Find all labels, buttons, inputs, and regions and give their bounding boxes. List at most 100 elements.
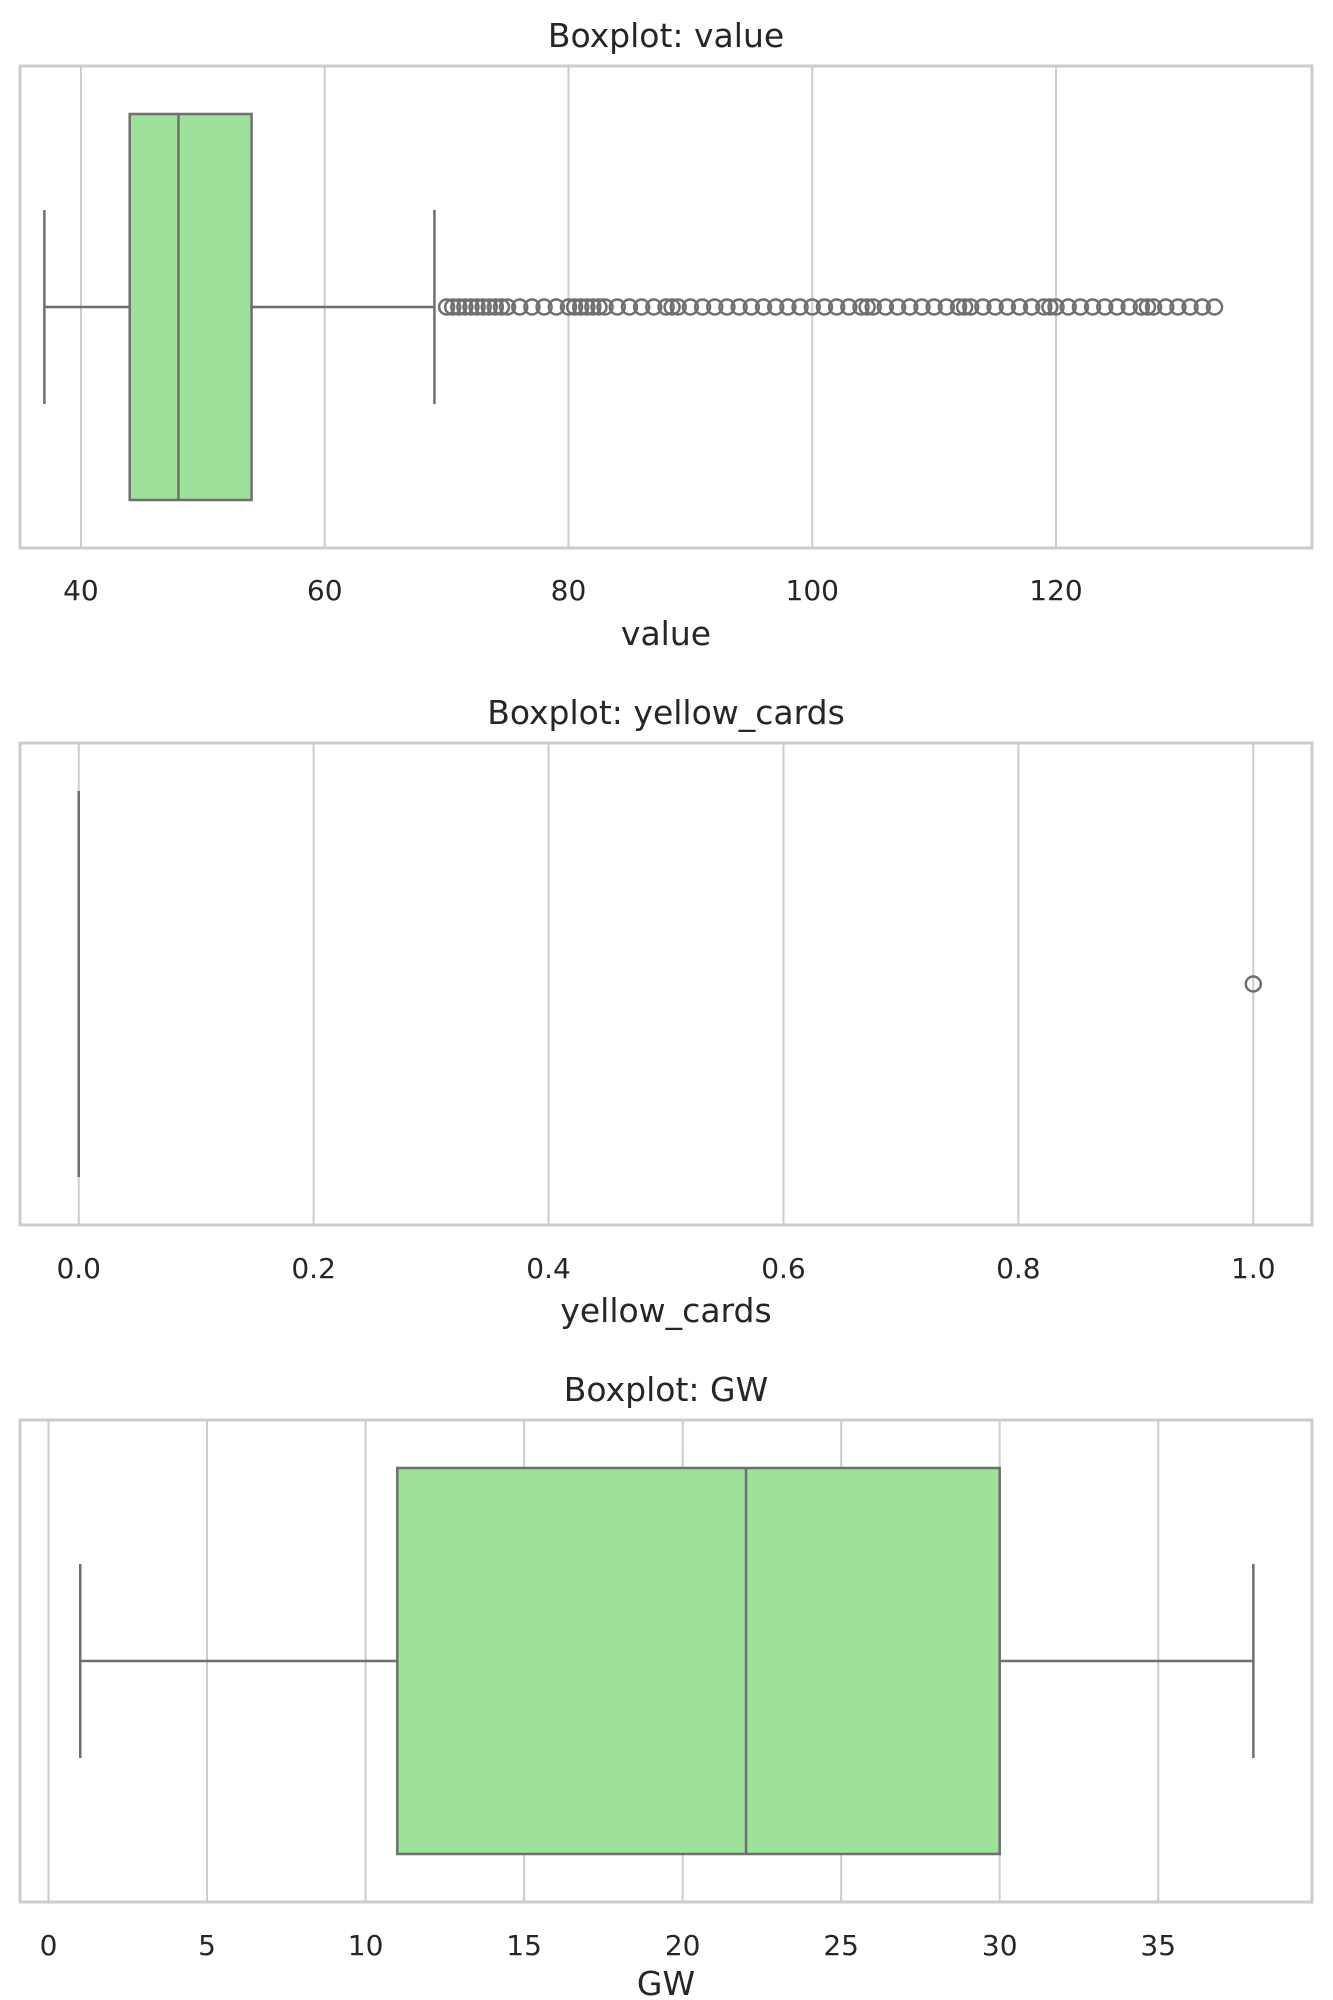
outlier-point (888, 298, 907, 316)
x-tick-label: 100 (786, 574, 839, 607)
x-tick-label: 0.2 (291, 1252, 336, 1285)
outlier-point (925, 298, 943, 316)
outlier-point (498, 298, 517, 316)
outlier-point (1132, 298, 1151, 316)
x-tick-label: 120 (1029, 574, 1082, 607)
x-axis-label: GW (637, 1964, 695, 2000)
outlier-point (1083, 298, 1102, 316)
outlier-point (1244, 975, 1263, 993)
boxplot (43, 112, 1224, 502)
panel-yellow-cards: Boxplot: yellow_cards 0.0 0.2 0.4 0.6 0.8 1.0… (18, 693, 1314, 1330)
outlier-point (1041, 298, 1059, 316)
outlier-point (468, 298, 486, 316)
outlier-point (693, 298, 712, 316)
outlier-point (1193, 298, 1212, 316)
outlier-point (858, 298, 876, 316)
outlier-point (443, 298, 462, 316)
outlier-point (462, 298, 480, 316)
outlier-point (645, 298, 663, 316)
outlier-point (456, 298, 474, 316)
outlier-point (437, 298, 456, 316)
outlier-point (955, 298, 974, 316)
outlier-point (815, 298, 834, 316)
x-tick-label: 5 (198, 1929, 216, 1962)
outlier-point (913, 298, 931, 316)
outlier-point (1181, 298, 1199, 316)
outlier-point (827, 298, 846, 316)
box-iqr (128, 112, 253, 502)
outlier-point (901, 298, 919, 316)
outlier-point (754, 298, 773, 316)
x-tick-label: 20 (665, 1929, 701, 1962)
outlier-point (596, 298, 614, 316)
chart-title: Boxplot: yellow_cards (487, 693, 845, 732)
x-tick-label: 15 (506, 1929, 542, 1962)
x-tick-label: 10 (348, 1929, 384, 1962)
outlier-point (565, 298, 584, 316)
outlier-point (1047, 298, 1065, 316)
outlier-point (937, 298, 956, 316)
x-tick-label: 0.6 (761, 1252, 806, 1285)
outlier-point (523, 298, 541, 316)
outlier-point (779, 298, 797, 316)
x-tick-labels: 0 5 10 15 20 25 30 35 (40, 1929, 1176, 1962)
outlier-point (1144, 298, 1163, 316)
panel-gw: Boxplot: GW 0 5 10 15 20 25 30 35 GW (18, 1370, 1314, 2000)
outlier-point (1096, 298, 1114, 316)
gridlines (77, 743, 1255, 1225)
outlier-point (474, 298, 492, 316)
outlier-point (480, 298, 499, 316)
outlier-point (486, 298, 505, 316)
outlier-point (998, 298, 1017, 316)
chart-title: Boxplot: value (548, 16, 784, 55)
x-tick-label: 30 (982, 1929, 1018, 1962)
outlier-point (974, 298, 992, 316)
outlier-point (584, 298, 602, 316)
outlier-point (559, 298, 578, 316)
x-tick-label: 40 (63, 574, 99, 607)
outlier-point (547, 298, 566, 316)
plot-frame (18, 1418, 1314, 1904)
outlier-point (730, 298, 748, 316)
x-axis-label: yellow_cards (560, 1291, 771, 1330)
outlier-point (510, 298, 529, 316)
outlier-point (632, 298, 651, 316)
outlier-point (840, 298, 858, 316)
outlier-point (608, 298, 626, 316)
outlier-point (1120, 298, 1138, 316)
x-tick-labels: 0.0 0.2 0.4 0.6 0.8 1.0 (56, 1252, 1275, 1285)
outlier-point (986, 298, 1004, 316)
plot-frame (18, 64, 1314, 550)
outlier-point (742, 298, 761, 316)
boxplot (78, 1466, 1255, 1856)
gridlines (79, 66, 1058, 548)
outlier-point (852, 298, 870, 316)
outlier-point (1071, 298, 1090, 316)
chart-title: Boxplot: GW (564, 1370, 768, 1409)
outlier-point (766, 298, 785, 316)
x-tick-label: 1.0 (1231, 1252, 1276, 1285)
outlier-point (949, 298, 968, 316)
outlier-point (803, 298, 822, 316)
outlier-point (961, 298, 980, 316)
outlier-point (1205, 298, 1224, 316)
x-tick-label: 35 (1140, 1929, 1176, 1962)
x-tick-label: 0.4 (526, 1252, 571, 1285)
outlier-point (1035, 298, 1053, 316)
panel-value: Boxplot: value 40 60 80 100 120 value (18, 16, 1314, 653)
outlier-point (1169, 298, 1187, 316)
x-axis-label: value (621, 614, 711, 653)
x-tick-label: 0 (40, 1929, 58, 1962)
outlier-point (669, 298, 687, 316)
boxplot (77, 791, 1263, 1177)
outlier-point (450, 298, 468, 316)
outlier-point (535, 298, 553, 316)
outlier-point (1022, 298, 1041, 316)
outlier-point (864, 298, 882, 316)
outlier-point (663, 298, 681, 316)
outlier-point (681, 298, 700, 316)
x-tick-labels: 40 60 80 100 120 (63, 574, 1083, 607)
outlier-point (590, 298, 608, 316)
outlier-point (578, 298, 596, 316)
